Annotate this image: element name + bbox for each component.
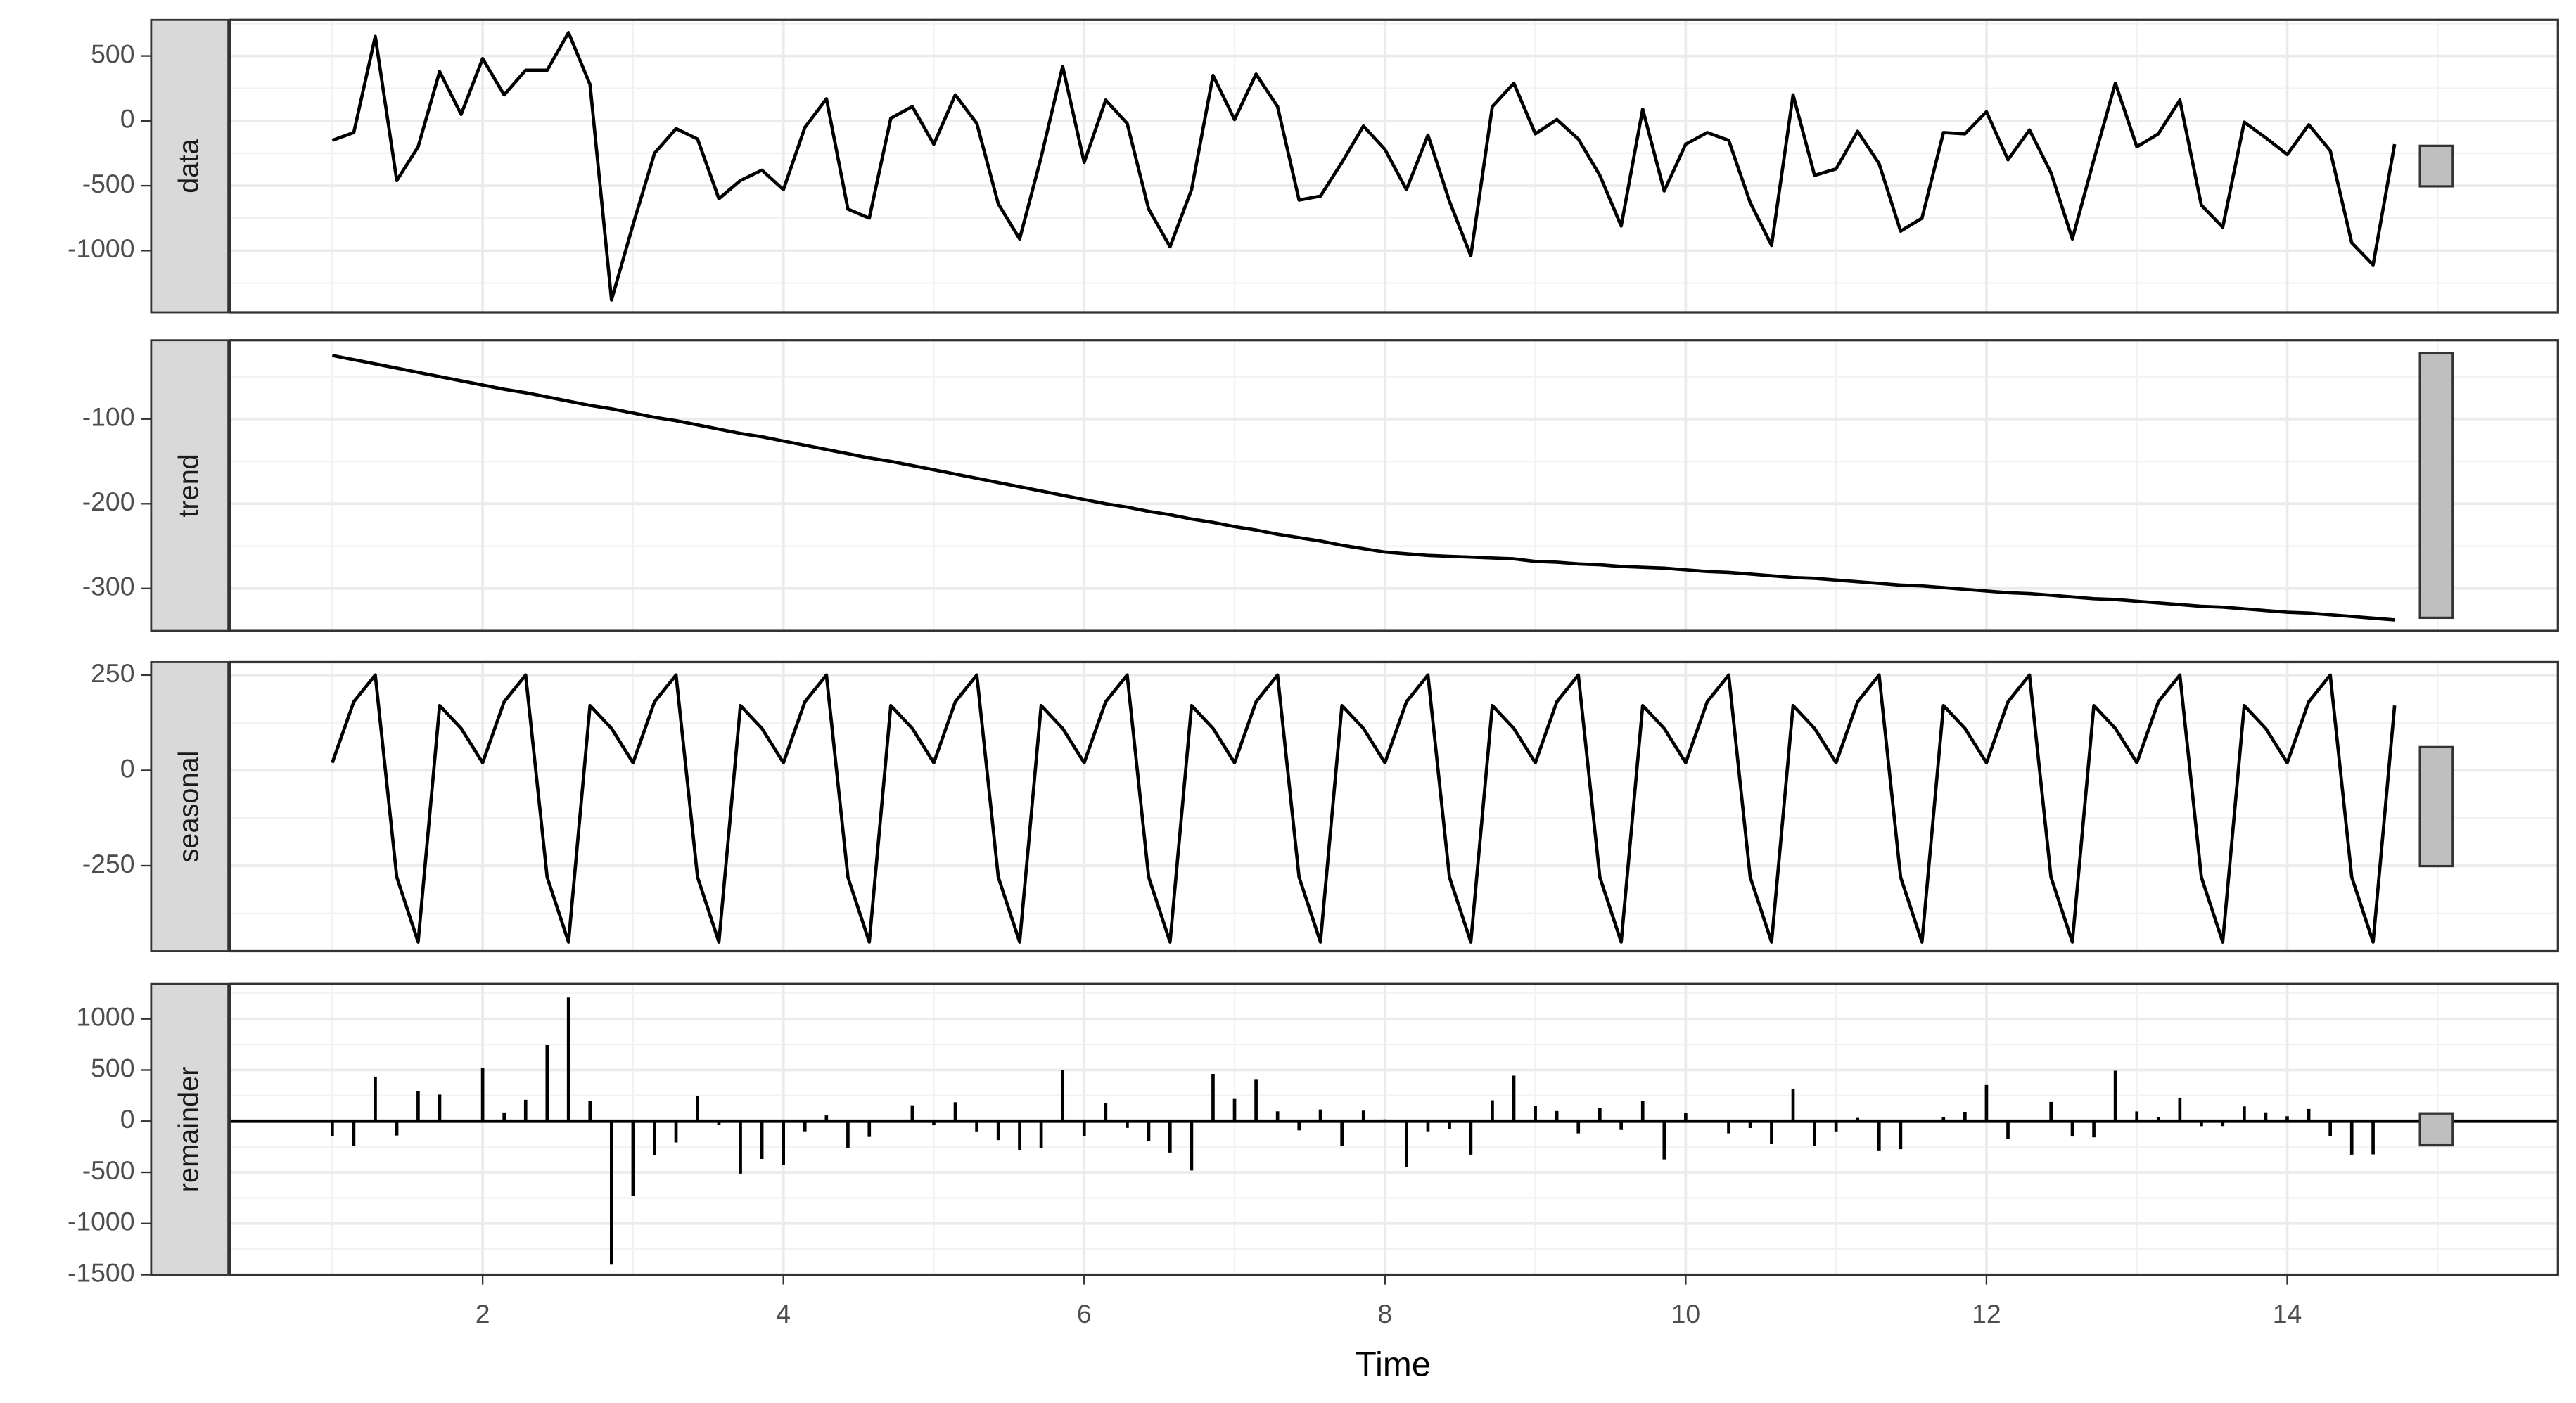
y-tick-label: -1000 — [68, 1207, 135, 1236]
y-tick-label: -500 — [82, 1155, 135, 1185]
series-line — [331, 673, 2397, 944]
y-tick-label: -200 — [82, 487, 135, 516]
strip — [150, 661, 230, 952]
y-tick-label: 250 — [91, 658, 134, 688]
panel-border — [229, 660, 2559, 953]
panel-background — [229, 984, 2558, 1275]
series-line — [331, 31, 2397, 302]
panel-border — [229, 982, 2559, 1276]
y-tick-label: 0 — [120, 104, 135, 134]
range-bar — [2418, 1112, 2454, 1147]
x-axis-title: Time — [1356, 1345, 1431, 1383]
range-bar — [2418, 745, 2454, 868]
series-line — [331, 354, 2395, 622]
panel-border — [229, 339, 2559, 632]
range-bar — [2418, 352, 2454, 620]
strip — [150, 18, 230, 314]
x-tick-label: 12 — [1972, 1299, 2001, 1328]
x-tick-label: 2 — [476, 1299, 490, 1328]
strip — [150, 339, 230, 632]
y-tick-label: 0 — [120, 753, 135, 783]
y-tick-label: 500 — [91, 39, 134, 68]
y-tick-label: 500 — [91, 1053, 134, 1082]
strip-label: data — [173, 139, 204, 193]
panel-background — [229, 340, 2558, 632]
panel-background — [229, 662, 2558, 952]
strip-label: seasonal — [173, 751, 204, 863]
x-tick-label: 8 — [1377, 1299, 1392, 1328]
x-tick-label: 6 — [1077, 1299, 1092, 1328]
strip-label: remainder — [173, 1067, 204, 1193]
y-tick-label: -1500 — [68, 1257, 135, 1287]
x-tick-label: 10 — [1671, 1299, 1701, 1328]
y-tick-label: -250 — [82, 849, 135, 878]
y-tick-label: 0 — [120, 1104, 135, 1134]
x-tick-label: 14 — [2273, 1299, 2302, 1328]
range-bar — [2418, 144, 2454, 188]
y-tick-label: 1000 — [76, 1002, 134, 1032]
x-tick-label: 4 — [776, 1299, 791, 1328]
strip-label: trend — [173, 454, 204, 517]
y-tick-label: -100 — [82, 402, 135, 432]
strip — [150, 982, 230, 1276]
y-tick-label: -1000 — [68, 233, 135, 263]
y-tick-label: -500 — [82, 169, 135, 198]
y-tick-label: -300 — [82, 572, 135, 601]
panel-border — [229, 18, 2559, 314]
